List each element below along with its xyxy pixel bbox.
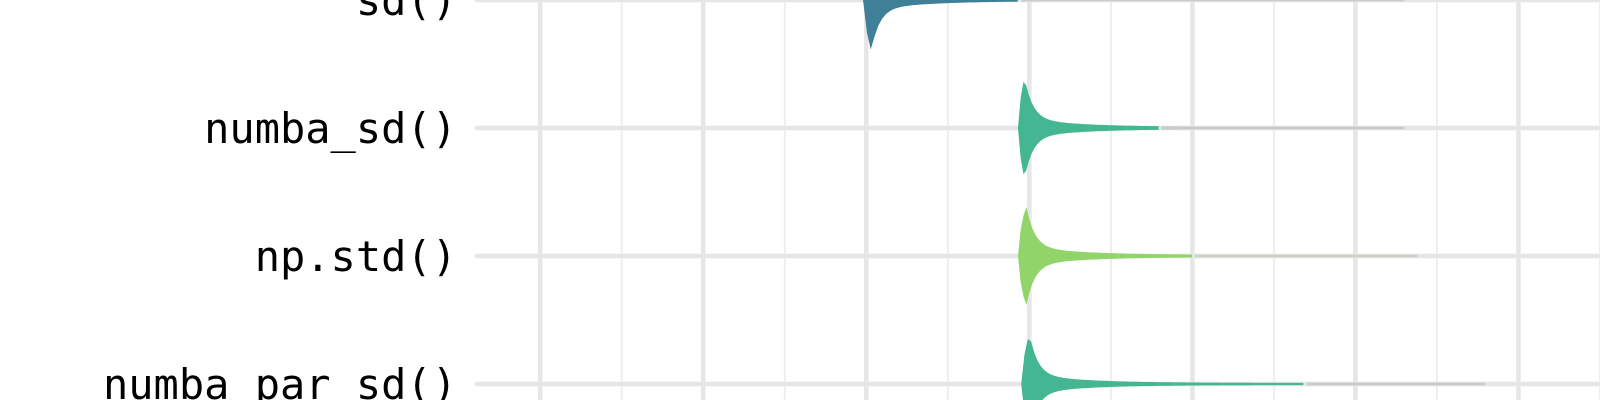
- violin-1: [863, 0, 1018, 50]
- violins: [863, 0, 1486, 400]
- violin-tail-1: [1021, 0, 1405, 2]
- category-label: np.std(): [255, 232, 457, 281]
- category-label: numba_par_sd(): [103, 360, 457, 400]
- category-label: numba_sd(): [204, 104, 457, 153]
- violin-4: [1021, 338, 1304, 400]
- category-labels: sd() numba_sd() np.std() numba_par_sd(): [103, 0, 457, 400]
- grid: [475, 0, 1600, 400]
- category-label: sd(): [356, 0, 457, 25]
- violin-3: [1017, 207, 1192, 305]
- violin-2: [1017, 81, 1159, 175]
- violin-tail-4: [1306, 382, 1486, 386]
- violin-tail-2: [1161, 126, 1405, 130]
- violin-tail-3: [1194, 254, 1418, 258]
